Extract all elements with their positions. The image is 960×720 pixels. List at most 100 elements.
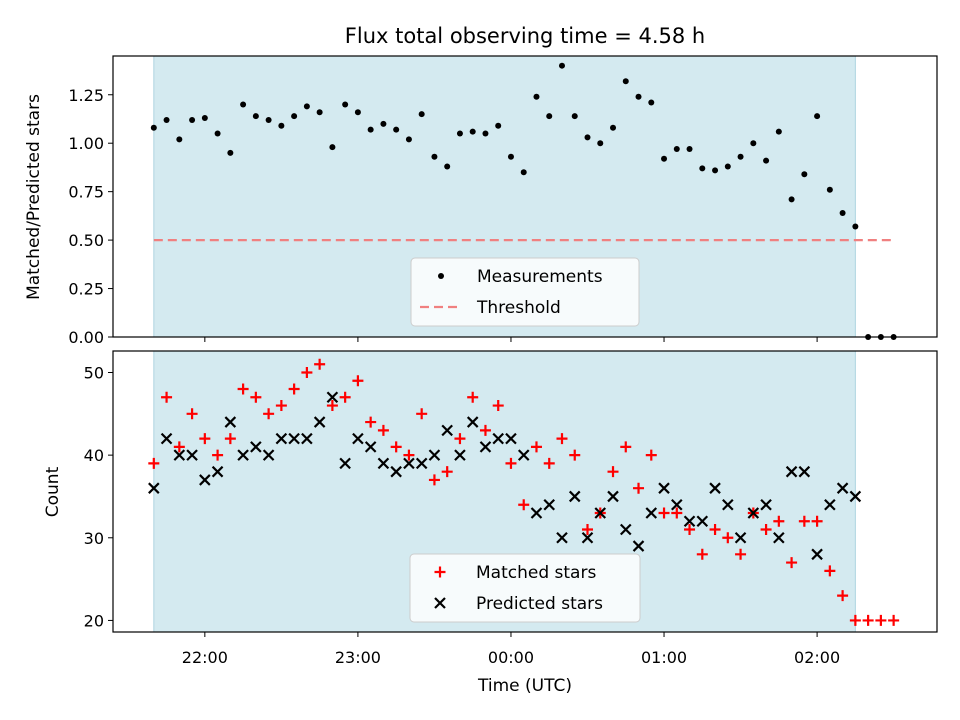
matched-star-point: [224, 433, 236, 445]
predicted-star-point: [696, 515, 709, 528]
measurement-point: [571, 113, 578, 120]
matched-star-point: [428, 474, 440, 486]
measurement-point: [240, 101, 247, 108]
matched-star-point: [326, 400, 338, 412]
measurement-point: [775, 128, 782, 135]
predicted-star-point: [581, 532, 594, 544]
measurement-point: [393, 126, 400, 133]
measurement-point: [622, 78, 629, 85]
matched-star-point: [645, 449, 657, 461]
predicted-star-point: [377, 457, 390, 470]
bottom-y-tick-label: 20: [84, 611, 104, 630]
predicted-star-point: [683, 515, 696, 528]
measurement-point: [482, 130, 489, 137]
measurement-point: [418, 111, 425, 118]
predicted-star-point: [798, 465, 811, 478]
matched-star-point: [212, 449, 224, 461]
measurement-point: [405, 136, 412, 143]
measurement-point: [495, 122, 502, 129]
predicted-star-point: [262, 449, 275, 461]
measurement-point: [150, 124, 157, 131]
measurement-point: [367, 126, 374, 133]
matched-star-point: [441, 466, 453, 478]
predicted-star-point: [250, 441, 262, 453]
matched-star-point: [658, 507, 670, 519]
measurement-point: [826, 186, 833, 193]
matched-star-point: [492, 400, 504, 412]
measurement-point: [265, 116, 272, 123]
matched-star-point: [301, 366, 313, 378]
measurement-point: [163, 116, 170, 123]
top-legend-marker-measurements: [438, 273, 444, 279]
bottom-y-tick-label: 40: [84, 446, 104, 465]
top-y-tick-label: 0.25: [68, 280, 104, 299]
predicted-star-point: [326, 391, 339, 404]
measurement-point: [597, 140, 604, 147]
matched-star-point: [569, 449, 581, 461]
matched-star-point: [199, 433, 211, 445]
predicted-star-point: [811, 548, 823, 561]
matched-star-point: [148, 457, 160, 469]
matched-star-point: [684, 524, 696, 536]
matched-star-point: [696, 548, 708, 560]
matched-star-point: [263, 408, 275, 420]
top-legend-label: Measurements: [477, 267, 603, 287]
predicted-star-point: [275, 432, 288, 445]
measurement-point: [201, 115, 208, 122]
predicted-star-point: [352, 432, 364, 445]
matched-star-point: [888, 614, 900, 626]
measurement-point: [456, 130, 463, 137]
measurement-point: [763, 157, 770, 164]
matched-star-point: [173, 441, 185, 453]
matched-star-point: [582, 524, 594, 536]
predicted-star-point: [454, 449, 466, 461]
matched-star-point: [339, 391, 351, 403]
top-y-tick-label: 1.25: [68, 86, 104, 105]
bottom-legend-marker-matched: [434, 566, 446, 578]
predicted-star-point: [773, 532, 785, 544]
measurement-point: [686, 146, 693, 153]
predicted-star-point: [428, 449, 441, 461]
measurement-point: [444, 163, 451, 170]
measurement-point: [584, 134, 591, 141]
measurement-point: [533, 93, 540, 100]
measurement-point: [839, 209, 846, 216]
top-y-axis-label: Matched/Predicted stars: [24, 94, 44, 300]
matched-star-point: [416, 408, 428, 420]
predicted-star-point: [709, 482, 721, 494]
measurement-point: [176, 136, 183, 143]
predicted-star-point: [747, 507, 760, 519]
predicted-star-point: [313, 416, 326, 428]
predicted-star-point: [173, 449, 186, 461]
measurement-point: [852, 223, 859, 230]
matched-star-point: [786, 557, 798, 569]
predicted-star-point: [211, 465, 224, 478]
matched-star-point: [161, 391, 173, 403]
matched-star-point: [352, 375, 364, 387]
measurement-point: [469, 128, 476, 135]
matched-star-point: [607, 466, 619, 478]
matched-star-point: [735, 548, 747, 560]
matched-star-point: [518, 499, 530, 511]
measurement-point: [610, 124, 617, 131]
predicted-star-point: [785, 465, 798, 478]
predicted-star-point: [658, 482, 670, 494]
matched-star-point: [620, 441, 632, 453]
x-tick-label: 23:00: [335, 648, 381, 667]
matched-star-point: [186, 408, 198, 420]
predicted-star-point: [148, 482, 160, 494]
predicted-star-point: [543, 498, 556, 511]
matched-star-point: [760, 524, 772, 536]
predicted-star-point: [466, 416, 479, 428]
matched-star-point: [530, 441, 542, 453]
measurement-point: [699, 165, 706, 172]
matched-star-point: [709, 524, 721, 536]
matched-star-point: [250, 391, 262, 403]
measurement-point: [380, 120, 387, 127]
matched-star-point: [837, 590, 849, 602]
predicted-star-point: [390, 465, 402, 478]
matched-star-point: [811, 515, 823, 527]
matched-star-point: [875, 614, 887, 626]
matched-star-point: [288, 383, 300, 395]
predicted-star-point: [237, 449, 249, 461]
